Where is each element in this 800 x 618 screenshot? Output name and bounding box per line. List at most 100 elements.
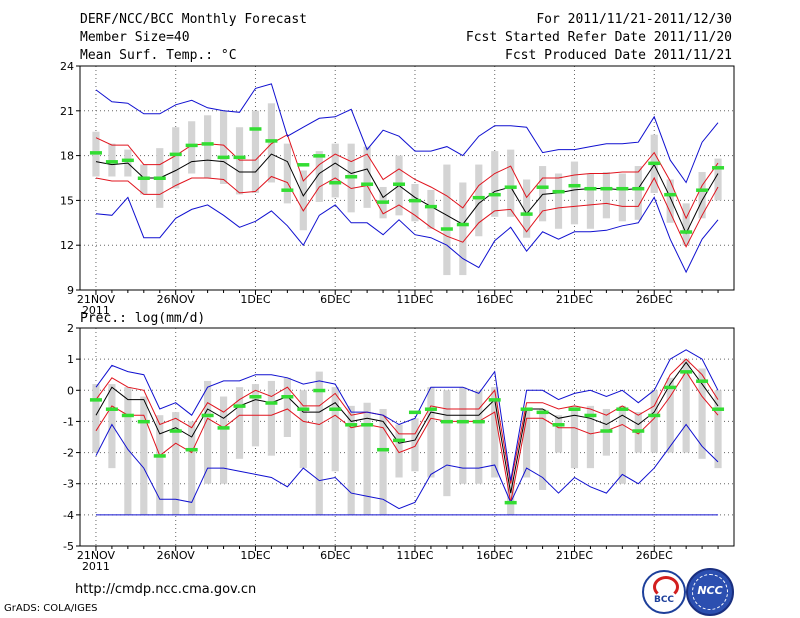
p2-member-box (411, 418, 419, 472)
p1-median-mark (648, 161, 661, 166)
p1-series-max (95, 83, 719, 184)
p1-member-box (315, 151, 323, 202)
p2-median-mark (632, 429, 645, 433)
p1-median-mark (616, 186, 629, 191)
p2-member-box (507, 477, 515, 515)
p1-median-mark (568, 183, 581, 188)
member-size: Member Size=40 (80, 30, 190, 45)
p1-median-mark (696, 188, 709, 192)
p1-member-box (714, 158, 722, 201)
p2-median-mark (616, 407, 629, 411)
p2-y-tick-label: -3 (63, 478, 74, 491)
p2-median-mark (217, 426, 230, 430)
ncc-logo: NCC (686, 568, 734, 616)
p1-x-tick-label: 6DEC (320, 293, 350, 306)
p1-median-mark (600, 186, 613, 191)
p1-member-box (554, 173, 563, 229)
p2-member-box (235, 387, 244, 459)
p2-series-max (95, 349, 719, 481)
p1-member-box (570, 161, 579, 225)
p1-median-mark (121, 158, 134, 163)
p1-member-box (507, 149, 515, 217)
p1-median-mark (377, 200, 390, 204)
p1-member-box (538, 166, 547, 222)
p2-median-mark (424, 407, 437, 411)
p1-median-mark (632, 186, 645, 191)
p1-median-mark (408, 198, 421, 203)
p2-median-mark (313, 388, 326, 393)
p1-x-tick-label: 21DEC (556, 293, 593, 306)
p2-median-mark (329, 407, 342, 411)
p2-median-mark (361, 423, 374, 427)
p1-member-box (411, 183, 419, 222)
p2-member-box (491, 387, 499, 478)
p2-member-box (172, 412, 180, 515)
p2-member-box (682, 359, 690, 453)
p1-member-box (491, 151, 499, 217)
p2-member-box (315, 371, 323, 515)
p1-median-mark (504, 185, 517, 189)
p1-median-mark (137, 176, 150, 180)
p1-median-mark (265, 139, 278, 143)
p1-median-mark (329, 180, 342, 185)
p2-median-mark (121, 413, 134, 418)
p2-member-box (379, 408, 387, 515)
p2-median-mark (265, 401, 278, 405)
p2-median-mark (281, 395, 294, 399)
p1-y-tick-label: 21 (60, 105, 74, 118)
p2-median-mark (584, 413, 597, 418)
p1-x-tick-label: 26NOV (157, 293, 196, 306)
p2-median-mark (648, 413, 661, 418)
p2-median-mark (440, 419, 453, 424)
p1-member-box (427, 189, 435, 229)
p2-median-mark (393, 438, 406, 443)
p1-member-box (267, 103, 276, 183)
p2-member-box (156, 415, 164, 515)
p1-member-box (586, 173, 595, 229)
p1-median-mark (361, 182, 374, 186)
p1-member-box (443, 164, 451, 276)
p1-series-min (95, 196, 719, 274)
p2-median-mark (696, 379, 709, 383)
p1-median-mark (584, 186, 597, 191)
p2-title: Prec.: log(mm/d) (80, 311, 205, 326)
p2-median-mark (520, 407, 533, 411)
p1-median-mark (440, 227, 453, 231)
p2-member-box (459, 387, 467, 484)
p1-member-box (219, 110, 228, 184)
p2-y-tick-label: 1 (67, 353, 74, 366)
p1-median-mark (281, 188, 294, 192)
forecast-produced-date: Fcst Produced Date 2011/11/21 (505, 48, 732, 63)
p1-member-box (188, 121, 196, 174)
p1-frame (79, 65, 735, 291)
source-url[interactable]: http://cmdp.ncc.cma.gov.cn (75, 582, 257, 597)
p2-series-spread-upper (95, 358, 719, 484)
p2-median-mark (169, 429, 182, 433)
p1-series-spread-upper (95, 133, 719, 220)
p1-x-tick-label: 16DEC (476, 293, 513, 306)
p2-member-box (219, 396, 228, 484)
p1-median-mark (313, 154, 326, 158)
p2-x-year-label: 2011 (82, 560, 110, 573)
p1-x-tick-label: 21NOV (77, 293, 116, 306)
p2-member-box (299, 390, 307, 469)
p2-y-tick-label: -4 (63, 509, 74, 522)
p2-median-mark (488, 398, 501, 402)
p1-y-tick-label: 18 (60, 150, 74, 163)
p1-median-mark (520, 212, 533, 216)
p2-member-box (331, 387, 339, 472)
p1-member-box (459, 182, 467, 276)
p2-member-box (714, 390, 722, 469)
p2-median-mark (297, 407, 310, 411)
p1-y-tick-label: 9 (67, 284, 74, 297)
p2-y-tick-label: 2 (67, 322, 74, 335)
p1-median-mark (488, 192, 501, 197)
p2-x-tick-label: 21NOV (77, 549, 116, 562)
p1-x-tick-label: 1DEC (240, 293, 270, 306)
p1-median-mark (105, 160, 118, 164)
p1-member-box (666, 179, 674, 223)
p1-median-mark (345, 175, 358, 179)
p2-member-box (124, 387, 132, 515)
p2-median-mark (185, 447, 198, 452)
p1-member-box (602, 172, 610, 219)
